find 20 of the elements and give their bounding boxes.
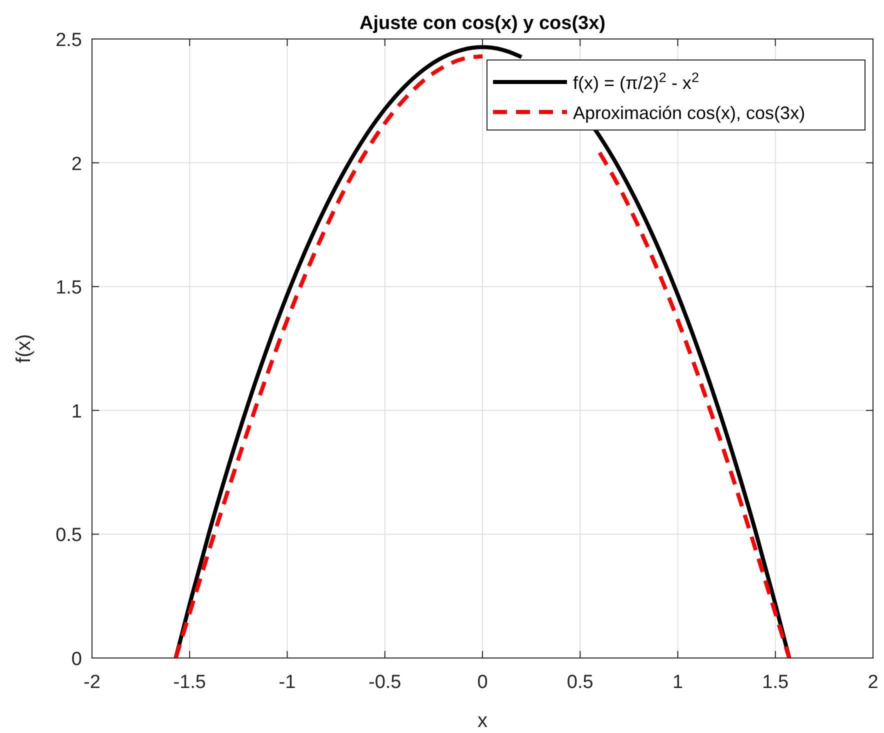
y-tick-label: 1.5 [56,278,82,299]
x-tick-label: -2 [84,672,100,693]
y-tick-label: 2 [71,154,82,175]
x-tick-label: 0.5 [566,672,594,693]
x-axis-title: x [478,710,488,732]
y-axis-title: f(x) [13,334,35,363]
x-tick-label: -1.5 [173,672,206,693]
y-tick-label: 0 [71,649,82,670]
legend-label: Aproximación cos(x), cos(3x) [573,103,806,123]
x-tick-label: 2 [868,672,878,693]
x-tick-label: 1 [672,672,684,693]
x-tick-label: -0.5 [368,672,402,693]
y-tick-label: 2.5 [56,30,82,51]
y-tick-label: 0.5 [56,525,82,546]
x-tick-label: -1 [278,672,296,693]
legend-label: f(x) = (π/2)$^{2}$ - x$^{2}$ [573,70,699,93]
chart-title: Ajuste con cos(x) y cos(3x) [359,13,606,34]
x-tick-label: 1.5 [762,672,789,693]
x-tick-label: 0 [477,672,488,693]
y-tick-label: 1 [71,401,82,422]
